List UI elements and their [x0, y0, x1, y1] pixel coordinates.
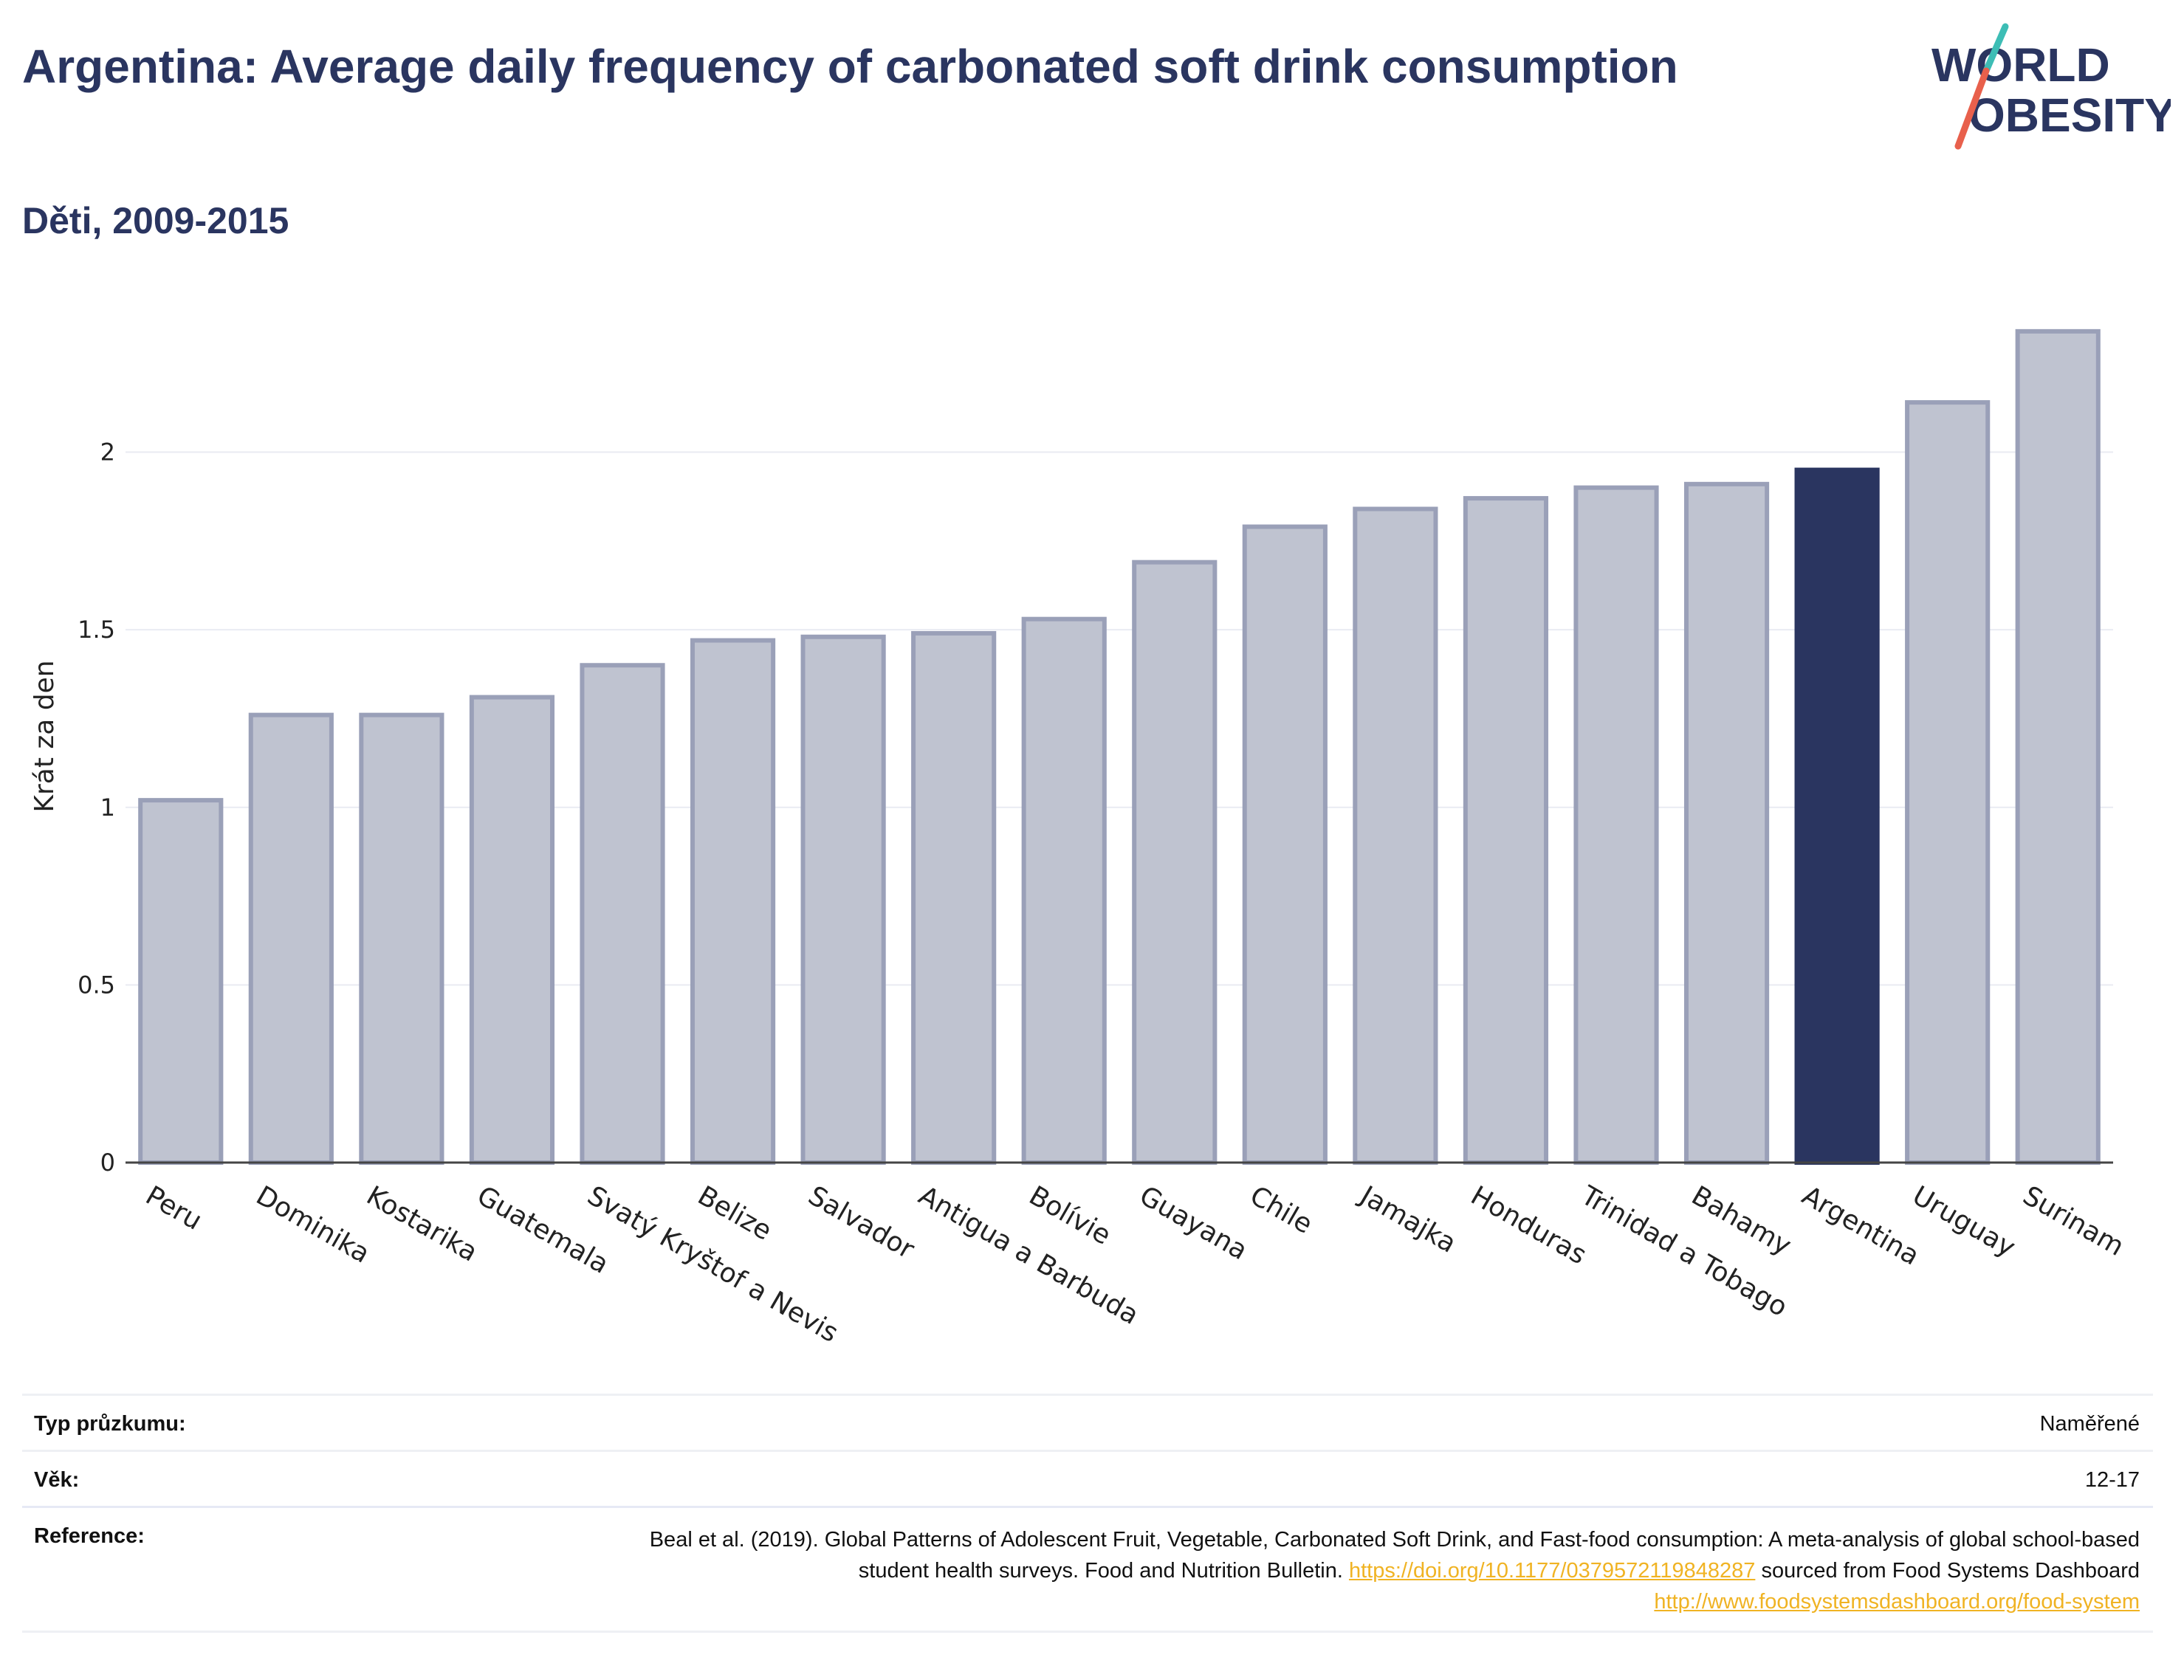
- x-tick-label: Jamajka: [1354, 1180, 1461, 1259]
- x-tick-label: Argentina: [1797, 1180, 1925, 1271]
- chart-subtitle: Děti, 2009-2015: [22, 200, 289, 241]
- bar: [911, 630, 997, 1165]
- bar: [1463, 496, 1549, 1165]
- x-tick-label: Dominika: [251, 1180, 375, 1269]
- x-tick-label: Guayana: [1134, 1180, 1252, 1266]
- x-tick-label: Peru: [140, 1180, 207, 1236]
- info-row-age: Věk: 12-17: [22, 1450, 2153, 1506]
- age-label: Věk:: [34, 1468, 80, 1492]
- y-tick-label: 2: [100, 438, 115, 467]
- y-tick-label: 0.5: [78, 971, 115, 999]
- x-tick-label: Salvador: [803, 1180, 919, 1265]
- bar-chart: 0 0.5 1 1.5 2 Krát za den Peru DominikaKostarik…: [30, 328, 2129, 1349]
- bar: [690, 638, 776, 1165]
- bar: [1905, 400, 1991, 1165]
- x-tick-label: Chile: [1245, 1180, 1318, 1240]
- reference-text-1: Beal et al. (2019). Global Patterns of A…: [649, 1528, 2140, 1583]
- x-tick-label: Honduras: [1466, 1180, 1591, 1270]
- reference-text-2: sourced from Food Systems Dashboard: [1761, 1559, 2140, 1583]
- bar: [469, 695, 555, 1165]
- bar: [1242, 524, 1328, 1165]
- bar: [359, 712, 444, 1165]
- reference-text: Beal et al. (2019). Global Patterns of A…: [574, 1524, 2140, 1617]
- age-value: 12-17: [2084, 1468, 2140, 1492]
- x-tick-label: Belize: [693, 1180, 777, 1246]
- x-tick-label: Bolívie: [1024, 1180, 1116, 1251]
- bar: [1132, 560, 1218, 1165]
- x-tick-label: Kostarika: [361, 1180, 482, 1267]
- logo-slash-bottom: [1954, 67, 1990, 150]
- x-tick-label: Surinam: [2018, 1180, 2129, 1262]
- bar: [1353, 506, 1438, 1165]
- logo-slash-top: [1982, 23, 2009, 75]
- y-tick-label: 0: [100, 1149, 115, 1177]
- bar: [800, 634, 886, 1165]
- logo-line-1: WORLD: [1931, 38, 2110, 92]
- info-row-reference: Reference: Beal et al. (2019). Global Pa…: [22, 1506, 2153, 1633]
- y-tick-label: 1: [100, 793, 115, 822]
- x-tick-label: Trinidad a Tobago: [1576, 1180, 1793, 1323]
- bar: [1573, 485, 1659, 1165]
- reference-label: Reference:: [34, 1524, 145, 1548]
- y-tick-label: 1.5: [78, 616, 115, 644]
- bar-highlight: [1794, 467, 1880, 1165]
- survey-type-value: Naměřené: [2039, 1412, 2140, 1436]
- x-tick-label: Uruguay: [1907, 1180, 2020, 1263]
- survey-type-label: Typ průzkumu:: [34, 1412, 186, 1436]
- info-table: Typ průzkumu: Naměřené Věk: 12-17 Refere…: [22, 1394, 2153, 1633]
- chart-title: Argentina: Average daily frequency of ca…: [22, 40, 1678, 93]
- reference-dashboard-link[interactable]: http://www.foodsystemsdashboard.org/food…: [1654, 1590, 2140, 1614]
- bar: [580, 663, 665, 1165]
- bar: [1683, 481, 1770, 1165]
- info-row-survey: Typ průzkumu: Naměřené: [22, 1394, 2153, 1450]
- bar: [138, 798, 224, 1165]
- world-obesity-logo: WORLD OBESITY: [1931, 23, 2171, 150]
- bar: [2015, 328, 2101, 1165]
- y-axis-title: Krát za den: [30, 660, 60, 812]
- logo-line-2: OBESITY: [1968, 89, 2171, 142]
- bar: [248, 712, 334, 1165]
- bar: [1021, 616, 1107, 1165]
- reference-doi-link[interactable]: https://doi.org/10.1177/0379572119848287: [1348, 1559, 1756, 1583]
